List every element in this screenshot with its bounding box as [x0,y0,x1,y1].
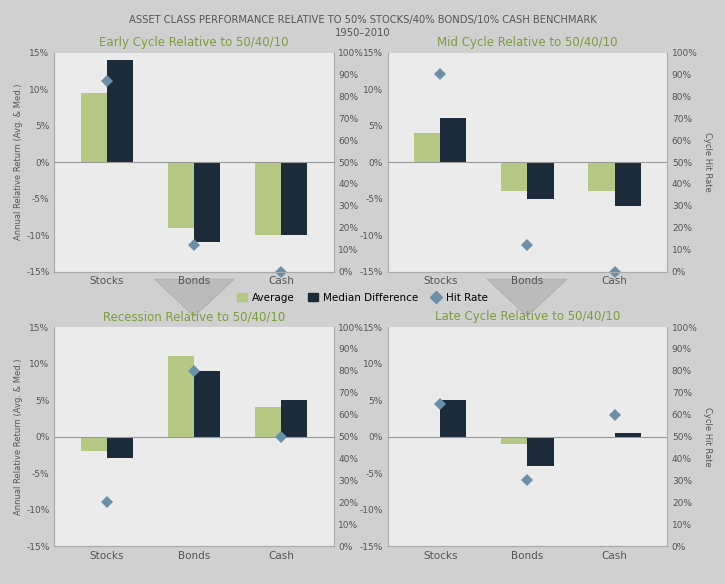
Bar [501,437,527,444]
Bar [80,437,107,451]
Bar [527,437,554,466]
Y-axis label: Cycle Hit Rate: Cycle Hit Rate [703,132,712,192]
Bar [255,162,281,235]
Bar [440,400,466,437]
Title: Late Cycle Relative to 50/40/10: Late Cycle Relative to 50/40/10 [435,310,620,323]
Title: Mid Cycle Relative to 50/40/10: Mid Cycle Relative to 50/40/10 [437,36,618,48]
Y-axis label: Cycle Hit Rate: Cycle Hit Rate [703,406,712,467]
Bar [527,162,554,199]
Title: Recession Relative to 50/40/10: Recession Relative to 50/40/10 [103,310,285,323]
Bar [167,162,194,228]
Bar [281,162,307,235]
Bar [440,119,466,162]
Bar [194,162,220,242]
Bar [194,371,220,437]
Y-axis label: Annual Relative Return (Avg. & Med.): Annual Relative Return (Avg. & Med.) [14,359,23,515]
Bar [107,437,133,458]
Bar [80,93,107,162]
Bar [167,356,194,437]
Bar [615,433,641,437]
Legend: Average, Median Difference, Hit Rate: Average, Median Difference, Hit Rate [233,288,492,307]
Bar [255,408,281,437]
Bar [501,162,527,192]
Text: ASSET CLASS PERFORMANCE RELATIVE TO 50% STOCKS/40% BONDS/10% CASH BENCHMARK: ASSET CLASS PERFORMANCE RELATIVE TO 50% … [128,15,597,25]
Bar [615,162,641,206]
Y-axis label: Annual Relative Return (Avg. & Med.): Annual Relative Return (Avg. & Med.) [14,84,23,240]
Title: Early Cycle Relative to 50/40/10: Early Cycle Relative to 50/40/10 [99,36,289,48]
Bar [414,133,440,162]
Bar [589,162,615,192]
Bar [281,400,307,437]
Text: 1950–2010: 1950–2010 [335,28,390,38]
Bar [107,60,133,162]
